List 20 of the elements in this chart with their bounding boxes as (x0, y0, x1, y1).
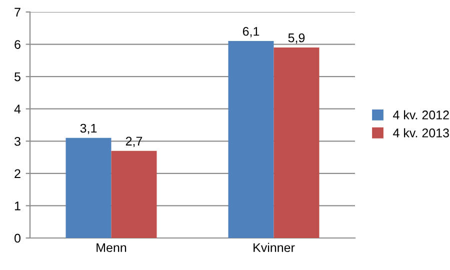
legend-label: 4 kv. 2012 (393, 110, 449, 120)
y-tick-label: 4 (14, 104, 21, 114)
bar (228, 41, 274, 238)
bar (111, 150, 157, 238)
data-label: 2,7 (126, 136, 142, 148)
y-tick-label: 0 (14, 234, 20, 243)
y-tick-label: 2 (14, 169, 20, 178)
x-tick-label: Kvinner (254, 242, 295, 252)
y-tick-label: 3 (14, 136, 20, 146)
bar (66, 138, 112, 238)
y-tick-label: 5 (14, 72, 20, 82)
legend-label: 4 kv. 2013 (393, 128, 449, 138)
y-tick-label: 1 (14, 202, 20, 210)
y-tick-label: 7 (14, 8, 20, 17)
data-label: 6,1 (242, 26, 260, 38)
y-tick-label: 6 (14, 40, 20, 49)
data-label: 5,9 (288, 33, 305, 44)
x-tick-label: Menn (96, 243, 126, 252)
bar (274, 48, 320, 238)
data-label: 3,1 (80, 124, 97, 134)
